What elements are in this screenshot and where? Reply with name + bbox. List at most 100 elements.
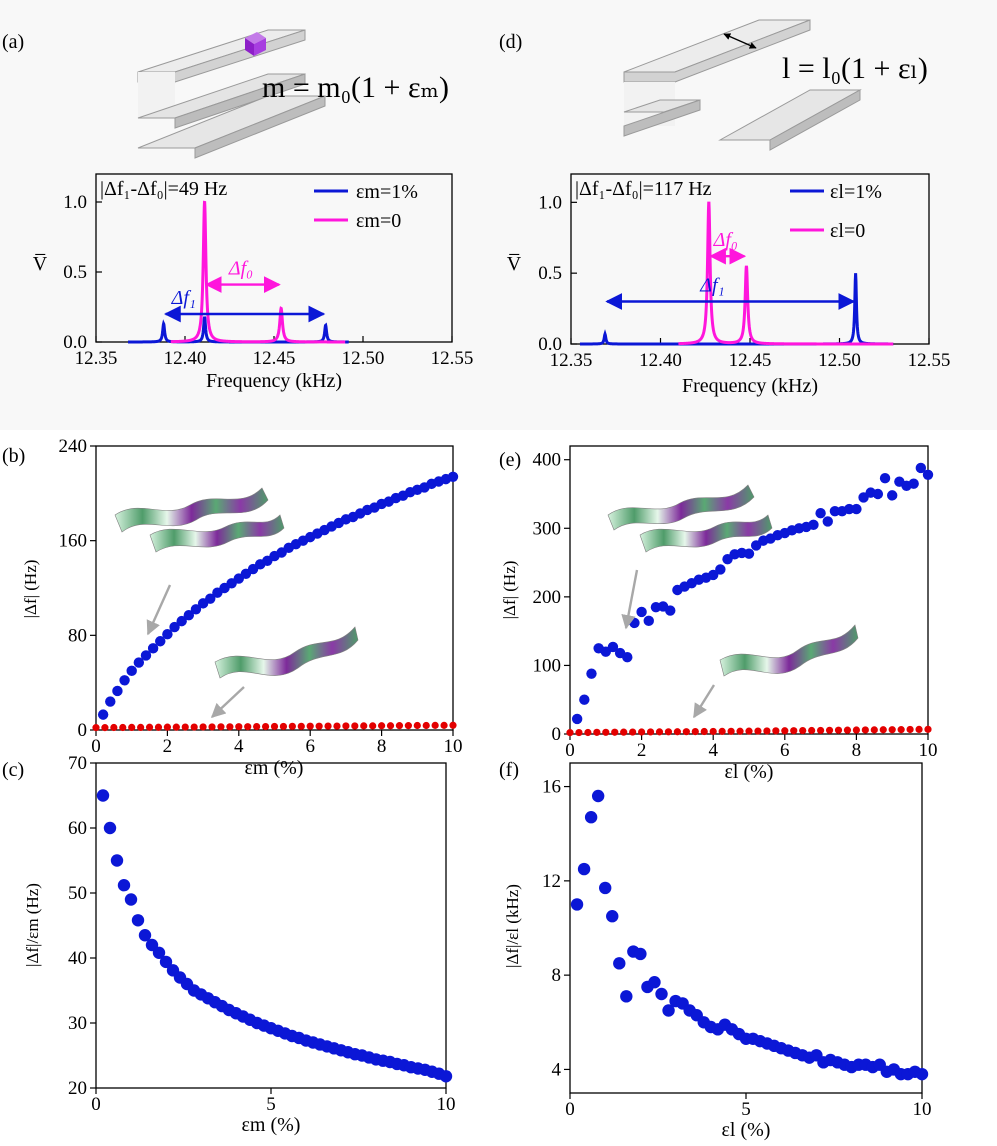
- panel-label-e: (e): [499, 449, 521, 471]
- data-point-red: [119, 723, 127, 732]
- data-point-blue: [636, 606, 647, 618]
- data-point-blue: [131, 914, 145, 927]
- mode-shape-surface-icon: [607, 484, 859, 677]
- data-point-red: [763, 727, 771, 735]
- data-point-red: [154, 723, 163, 731]
- y-tick-label: 400: [533, 450, 562, 471]
- x-tick-label: 4: [234, 736, 244, 757]
- data-point-blue: [205, 593, 216, 604]
- data-point-red: [253, 722, 261, 731]
- data-point-red: [700, 727, 708, 736]
- data-point-red: [351, 722, 359, 730]
- x-tick-label: 12.45: [729, 350, 772, 371]
- y-tick-label: 0: [552, 724, 562, 745]
- data-point-red: [190, 723, 198, 731]
- annotation-delta-difference: |Δf₁-Δf₀|=49 Hz: [100, 178, 227, 200]
- data-point-red: [611, 728, 619, 736]
- data-point-blue: [110, 854, 124, 867]
- data-point-red: [145, 723, 154, 731]
- data-point-red: [261, 722, 270, 731]
- data-point-blue: [829, 505, 841, 517]
- data-point-red: [431, 721, 439, 729]
- data-point-red: [449, 721, 457, 729]
- data-point-blue: [571, 713, 583, 725]
- data-point-red: [404, 722, 412, 730]
- x-tick-label: 10: [444, 736, 463, 757]
- data-point-red: [342, 722, 350, 730]
- data-point-blue: [708, 569, 719, 581]
- x-tick-label: 0: [565, 740, 575, 761]
- cantilever-beam-with-mass-icon: [137, 29, 326, 159]
- x-tick-label: 12.45: [253, 348, 296, 369]
- data-point-blue: [607, 641, 619, 653]
- data-point-red: [360, 722, 368, 730]
- data-point-red: [101, 724, 109, 732]
- data-point-blue: [622, 652, 633, 663]
- data-point-blue: [879, 473, 891, 484]
- data-point-red: [602, 728, 610, 736]
- data-point-red: [324, 722, 332, 730]
- data-point-red: [772, 727, 780, 735]
- panel-label-f: (f): [499, 759, 519, 781]
- y-tick-label: 300: [533, 518, 562, 539]
- data-point-blue: [715, 564, 726, 575]
- pointer-arrow: [146, 584, 172, 636]
- data-point-red: [288, 722, 296, 730]
- data-point-red: [226, 723, 234, 731]
- data-point-blue: [634, 947, 647, 961]
- data-point-red: [745, 727, 753, 735]
- data-point-red: [378, 722, 386, 730]
- data-point-red: [799, 726, 807, 735]
- y-tick-label: 30: [68, 1013, 87, 1034]
- data-point-blue: [743, 548, 755, 559]
- data-point-red: [163, 723, 171, 731]
- cantilever-beam-with-length-arrow-icon: [623, 19, 862, 151]
- data-point-blue: [96, 789, 110, 802]
- data-point-blue: [152, 946, 166, 959]
- data-point-blue: [138, 929, 152, 942]
- y-tick-label: 100: [533, 655, 562, 676]
- data-point-red: [333, 722, 341, 730]
- x-tick-label: 6: [780, 740, 790, 761]
- delta-f0-label: Δf₀: [713, 229, 738, 251]
- data-point-blue: [620, 990, 633, 1003]
- panel-label-b: (b): [2, 445, 25, 467]
- data-point-blue: [183, 610, 195, 621]
- data-point-red: [655, 728, 664, 736]
- data-point-blue: [105, 696, 116, 707]
- x-tick-label: 8: [377, 736, 387, 757]
- data-point-red: [646, 728, 655, 736]
- data-point-blue: [140, 650, 152, 661]
- data-point-blue: [822, 516, 833, 527]
- data-point-blue: [606, 910, 619, 923]
- x-tick-label: 12.40: [164, 348, 207, 369]
- y-axis-title: |Δf| (Hz): [500, 561, 519, 620]
- x-tick-label: 2: [637, 740, 647, 761]
- x-axis-title: Frequency (kHz): [206, 370, 342, 392]
- data-point-red: [208, 723, 216, 731]
- panel-label-c: (c): [2, 759, 24, 781]
- data-point-red: [92, 724, 100, 732]
- plot-frame: [95, 762, 447, 1089]
- data-point-red: [754, 727, 762, 735]
- data-point-blue: [570, 898, 584, 911]
- data-point-red: [593, 728, 601, 736]
- x-tick-label: 12.35: [550, 350, 593, 371]
- data-point-blue: [851, 503, 862, 515]
- data-point-red: [879, 726, 887, 734]
- equation-length: l = l₀(1 + εₗ): [782, 52, 928, 85]
- data-point-blue: [665, 605, 676, 616]
- y-axis-title: |Δf|/εl (kHz): [503, 884, 522, 968]
- data-point-red: [682, 728, 690, 736]
- data-point-red: [279, 722, 288, 731]
- x-axis-title: Frequency (kHz): [682, 375, 818, 397]
- delta-f1-label: Δf₁: [171, 287, 196, 309]
- data-point-red: [137, 723, 145, 732]
- x-tick-label: 10: [437, 1094, 456, 1115]
- data-point-red: [315, 722, 323, 730]
- y-tick-label: 8: [552, 965, 562, 986]
- y-tick-label: 160: [59, 531, 88, 552]
- data-point-red: [691, 728, 699, 736]
- data-point-red: [736, 727, 744, 735]
